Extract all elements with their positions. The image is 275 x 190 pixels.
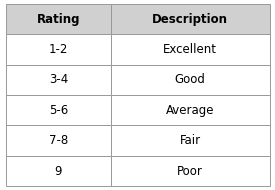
Bar xyxy=(6,34,111,65)
Text: Good: Good xyxy=(175,73,206,86)
Text: 1-2: 1-2 xyxy=(49,43,68,56)
Bar xyxy=(111,156,270,186)
Text: Fair: Fair xyxy=(180,134,201,147)
Text: Poor: Poor xyxy=(177,165,203,177)
Bar xyxy=(6,65,111,95)
Bar xyxy=(6,4,111,34)
Text: Rating: Rating xyxy=(37,13,80,25)
Text: 7-8: 7-8 xyxy=(49,134,68,147)
Text: Description: Description xyxy=(152,13,228,25)
Text: Excellent: Excellent xyxy=(163,43,217,56)
Text: 3-4: 3-4 xyxy=(49,73,68,86)
Bar xyxy=(6,95,111,125)
Bar xyxy=(111,34,270,65)
Bar xyxy=(111,125,270,156)
Bar xyxy=(111,65,270,95)
Bar xyxy=(6,125,111,156)
Bar xyxy=(111,95,270,125)
Text: Average: Average xyxy=(166,104,214,117)
Bar xyxy=(111,4,270,34)
Text: 9: 9 xyxy=(54,165,62,177)
Bar xyxy=(6,156,111,186)
Text: 5-6: 5-6 xyxy=(49,104,68,117)
